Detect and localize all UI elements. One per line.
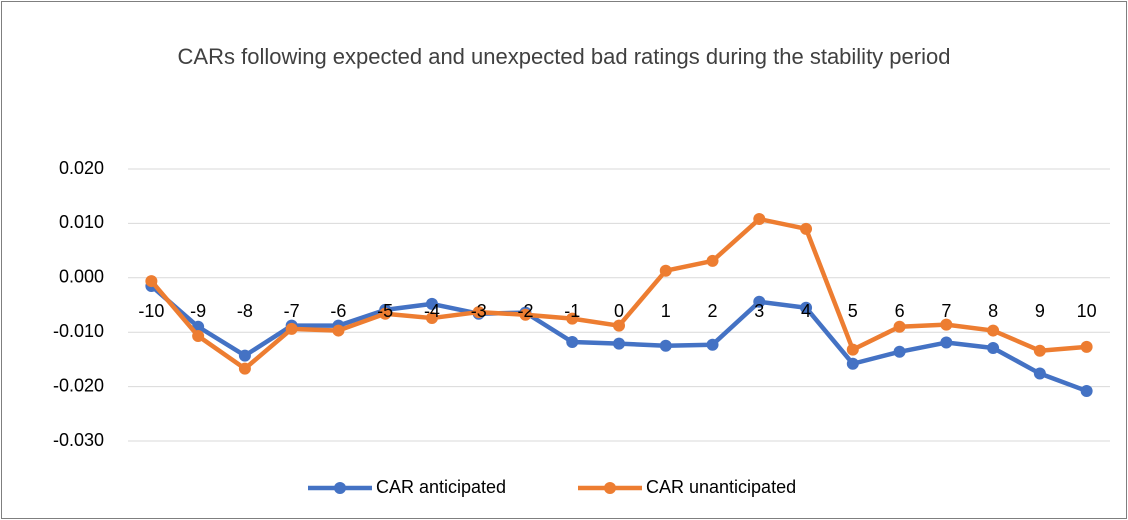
data-point <box>145 275 158 288</box>
data-point <box>800 301 813 314</box>
data-point <box>566 335 579 348</box>
x-tick-label: -1 <box>564 301 580 321</box>
x-tick-label: -2 <box>517 301 533 321</box>
data-point <box>846 357 859 370</box>
x-tick-label: -6 <box>330 301 346 321</box>
data-point <box>566 312 579 325</box>
data-point <box>472 306 485 319</box>
data-point <box>1033 367 1046 380</box>
data-point <box>940 336 953 349</box>
x-tick-label: 4 <box>801 301 811 321</box>
y-tick-label: 0.020 <box>59 158 104 178</box>
x-tick-label: 9 <box>1035 301 1045 321</box>
data-point <box>238 362 251 375</box>
chart-title: CARs following expected and unexpected b… <box>177 44 951 69</box>
x-tick-label: 10 <box>1077 301 1097 321</box>
data-point <box>613 319 625 332</box>
data-point <box>613 337 625 350</box>
data-point <box>332 324 345 337</box>
data-point <box>285 322 298 335</box>
x-tick-label: 8 <box>988 301 998 321</box>
data-point <box>706 254 719 267</box>
data-point <box>800 222 813 235</box>
legend-marker <box>604 482 616 494</box>
x-tick-label: 2 <box>708 301 718 321</box>
data-point <box>659 339 672 352</box>
data-point <box>940 318 953 331</box>
x-tick-label: 3 <box>754 301 764 321</box>
data-point <box>893 345 906 358</box>
x-tick-label: 6 <box>895 301 905 321</box>
x-tick-label: -5 <box>377 301 393 321</box>
x-tick-label: -3 <box>471 301 487 321</box>
x-tick-label: 5 <box>848 301 858 321</box>
data-point <box>846 343 859 356</box>
y-tick-label: -0.010 <box>53 321 104 341</box>
y-tick-label: 0.010 <box>59 212 104 232</box>
legend-label: CAR anticipated <box>376 477 506 497</box>
data-point <box>987 341 1000 354</box>
data-point <box>753 213 766 226</box>
data-point <box>192 330 205 343</box>
data-point <box>987 324 1000 337</box>
legend-label: CAR unanticipated <box>646 477 796 497</box>
data-point <box>1080 340 1093 353</box>
data-point <box>706 338 719 351</box>
x-tick-label: -7 <box>284 301 300 321</box>
data-point <box>425 312 438 325</box>
data-point <box>519 308 532 321</box>
data-point <box>753 295 766 308</box>
x-tick-label: 7 <box>941 301 951 321</box>
legend-marker <box>334 482 346 494</box>
x-tick-label: -4 <box>424 301 440 321</box>
x-tick-label: 0 <box>614 301 624 321</box>
data-point <box>1033 344 1046 357</box>
data-point <box>1080 384 1093 397</box>
data-point <box>659 264 672 277</box>
y-tick-label: -0.030 <box>53 430 104 450</box>
data-point <box>238 349 251 362</box>
x-tick-label: -8 <box>237 301 253 321</box>
data-point <box>425 297 438 310</box>
data-point <box>893 320 906 333</box>
x-tick-label: -9 <box>190 301 206 321</box>
x-tick-label: -10 <box>138 301 164 321</box>
y-tick-label: -0.020 <box>53 375 104 395</box>
data-point <box>379 307 392 320</box>
y-tick-label: 0.000 <box>59 267 104 287</box>
x-tick-label: 1 <box>661 301 671 321</box>
